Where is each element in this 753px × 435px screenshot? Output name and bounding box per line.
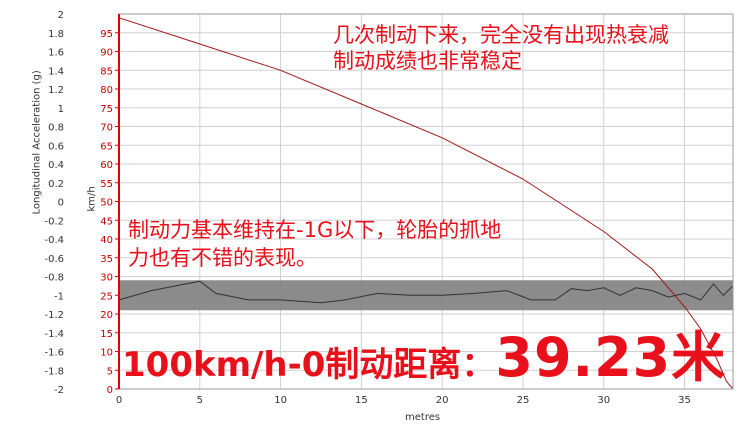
left-tick-label: -0.8 [44,273,64,284]
right-tick-label: 85 [100,66,113,77]
right-tick-label: 90 [100,48,113,59]
x-axis-title: metres [405,412,441,423]
left-tick-label: 1.8 [48,29,64,40]
right-tick-label: 10 [100,348,113,359]
left-tick-label: 0.8 [48,123,64,134]
left-tick-label: -2 [54,385,64,396]
x-tick-label: 0 [116,395,122,406]
left-tick-label: 2 [58,10,64,21]
right-tick-label: 15 [100,329,113,340]
left-tick-label: 0 [58,198,64,209]
right-tick-label: 55 [100,179,113,190]
right-tick-label: 25 [100,291,113,302]
left-tick-label: -1.6 [44,348,64,359]
left-axis-ticks: 2 1.8 1.6 1.4 1.2 1 0.8 0.6 0.4 0.2 0 -0.2 -0.4 -0.6 -… [44,10,64,396]
left-tick-label: 1.4 [48,66,64,77]
result-value: 39.23米 [495,326,727,389]
left-tick-label: -1.4 [44,329,64,340]
x-tick-label: 35 [678,395,691,406]
left-tick-label: -0.6 [44,254,64,265]
left-tick-label: -0.4 [44,235,64,246]
right-tick-label: 50 [100,198,113,209]
left-tick-label: -1 [54,291,64,302]
right-tick-label: 65 [100,141,113,152]
right-tick-label: 95 [100,29,113,40]
right-tick-label: 45 [100,216,113,227]
right-axis-title: km/h [86,186,98,212]
result-label: 100km/h-0制动距离： [122,345,496,385]
left-tick-label: 0.6 [48,141,64,152]
x-tick-label: 15 [355,395,368,406]
annotation-line: 制动成绩也非常稳定 [333,49,522,73]
right-tick-label: 40 [100,235,113,246]
annotation-fade-note: 几次制动下来，完全没有出现热衰减 制动成绩也非常稳定 [333,22,669,74]
left-tick-label: 1.2 [48,85,64,96]
right-tick-label: 35 [100,254,113,265]
right-tick-label: 5 [107,366,113,377]
annotation-line: 几次制动下来，完全没有出现热衰减 [333,23,669,47]
right-tick-label: 20 [100,310,113,321]
acceleration-series-line [118,280,734,304]
right-tick-label: 75 [100,104,113,115]
x-tick-label: 5 [197,395,203,406]
left-tick-label: 1.6 [48,48,64,59]
x-tick-label: 10 [274,395,287,406]
braking-distance-result: 100km/h-0制动距离：39.23米 [122,331,726,391]
right-tick-label: 60 [100,160,113,171]
left-tick-label: 0.4 [48,160,64,171]
x-tick-label: 20 [436,395,449,406]
left-tick-label: -0.2 [44,216,64,227]
left-tick-label: -1.2 [44,310,64,321]
x-tick-label: 30 [597,395,610,406]
left-axis-title: Longitudinal Acceleration (g) [31,70,43,215]
annotation-line: 制动力基本维持在-1G以下，轮胎的抓地 [128,218,502,242]
annotation-braking-force-note: 制动力基本维持在-1G以下，轮胎的抓地 力也有不错的表现。 [128,216,501,272]
left-tick-label: 0.2 [48,179,64,190]
x-tick-label: 25 [517,395,530,406]
left-tick-label: 1 [58,104,64,115]
right-tick-label: 30 [100,273,113,284]
annotation-line: 力也有不错的表现。 [128,246,317,270]
right-tick-label: 0 [107,385,113,396]
right-tick-label: 80 [100,85,113,96]
speed-series-line [118,17,734,390]
x-axis-ticks: 0 5 10 15 20 25 30 35 [116,395,691,406]
right-tick-label: 70 [100,123,113,134]
left-tick-label: -1.8 [44,366,64,377]
